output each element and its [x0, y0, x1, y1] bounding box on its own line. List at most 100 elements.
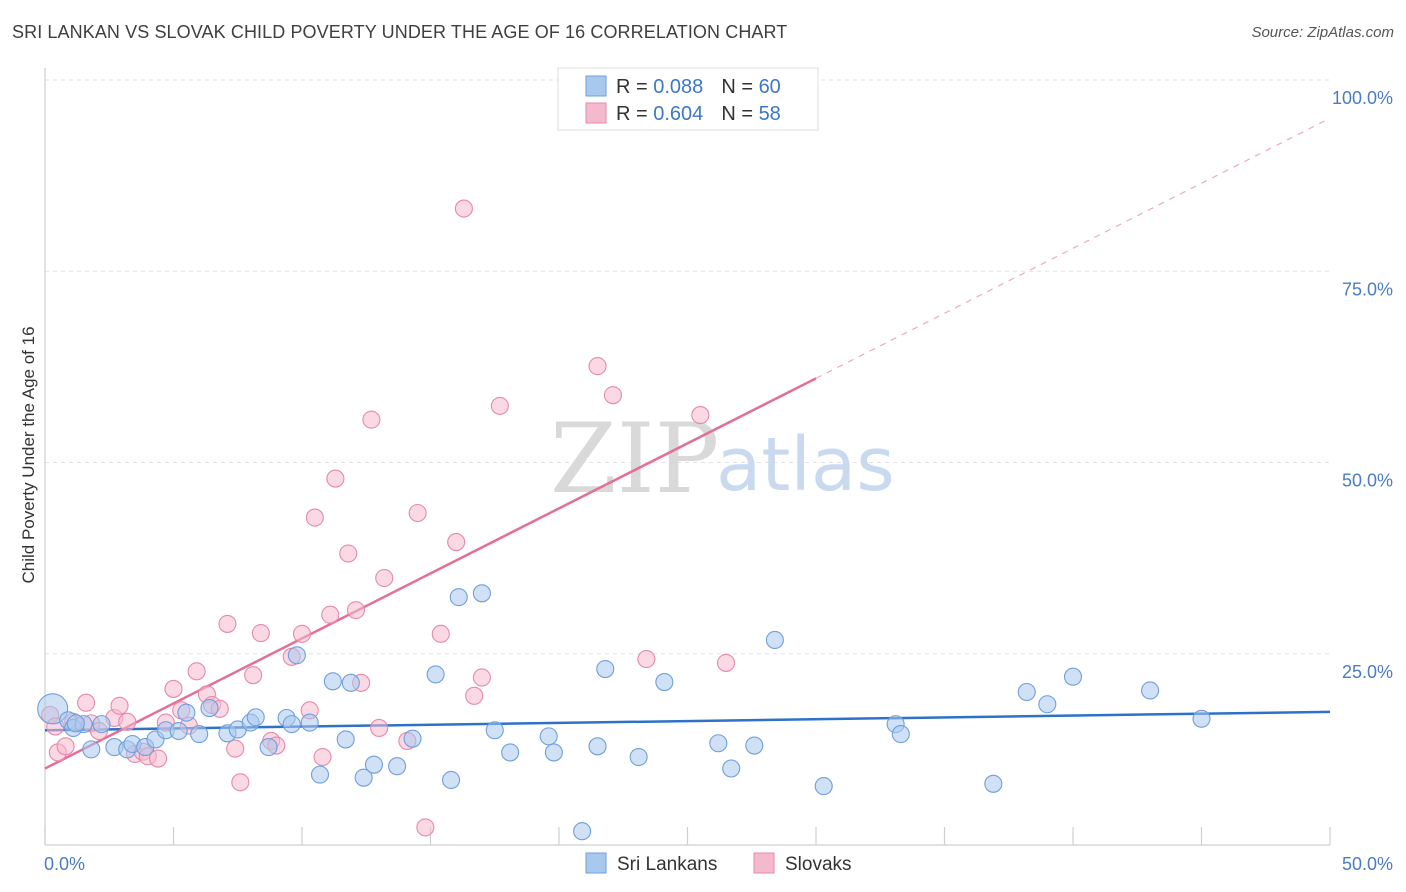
legend-n-label-1: N =	[721, 76, 758, 98]
sri-lankan-point-37	[485, 721, 504, 740]
sri-lankan-point-54	[1017, 682, 1036, 702]
slovak-point-4	[77, 693, 96, 712]
sri-lankan-point-36	[472, 584, 491, 603]
sri-lankan-point-12	[169, 721, 188, 741]
slovak-point-50	[490, 396, 509, 415]
legend-n-value-1: 60	[759, 76, 781, 98]
sri-lankan-point-58	[1192, 709, 1211, 728]
x-tick-labels: 0.0% 50.0%	[44, 854, 1393, 874]
slovak-point-30	[292, 624, 312, 643]
slovak-point-54	[637, 650, 656, 669]
sri-lankan-point-33	[426, 665, 445, 684]
slovak-point-8	[110, 696, 129, 715]
sri-lankan-point-19	[246, 708, 265, 727]
source-label: Source: ZipAtlas.com	[1251, 24, 1394, 41]
bottom-legend-sri-lankans: Sri Lankans	[617, 854, 717, 875]
slovak-point-49	[472, 668, 491, 687]
slovak-point-40	[370, 718, 389, 738]
y-tick-label-0: 25.0%	[1342, 662, 1393, 682]
slovak-point-55	[691, 406, 710, 425]
sri-lankan-point-40	[544, 743, 563, 762]
sri-lankan-point-29	[354, 768, 373, 787]
y-axis-label: Child Poverty Under the Age of 16	[19, 326, 38, 583]
sri-lankan-point-47	[722, 759, 741, 778]
legend-swatch-sri-lankans	[585, 75, 607, 97]
sri-lankan-point-22	[282, 715, 301, 734]
sri-lankan-point-25	[310, 765, 330, 784]
legend-row-1: R = 0.088 N = 60	[616, 76, 781, 98]
y-tick-label-1: 50.0%	[1342, 471, 1393, 491]
legend: R = 0.088 N = 60 R = 0.604 N = 58	[557, 67, 819, 131]
slovak-point-33	[313, 747, 332, 767]
sri-lankan-point-28	[341, 673, 360, 692]
legend-n-value-2: 58	[759, 103, 781, 125]
slovak-point-13	[149, 749, 168, 768]
bottom-legend-swatch-sri-lankans	[585, 852, 607, 874]
sri-lankan-point-42	[588, 737, 607, 756]
sri-lankan-point-30	[364, 755, 384, 774]
slovak-point-53	[603, 386, 623, 405]
data-points	[37, 74, 1211, 841]
watermark-zip: ZIP	[550, 403, 719, 515]
sri-lankan-point-32	[403, 729, 422, 748]
sri-lankan-point-48	[745, 736, 764, 755]
slovak-point-15	[164, 679, 183, 698]
slovak-point-32	[305, 508, 324, 527]
slovak-point-45	[431, 624, 450, 643]
sri-lankan-point-5	[92, 715, 111, 734]
sri-lankan-point-24	[300, 713, 319, 732]
sri-lankan-point-23	[287, 646, 306, 665]
x-tick-label-1: 50.0%	[1342, 854, 1393, 874]
slovak-point-52	[588, 357, 607, 376]
legend-n-label-2: N =	[721, 103, 758, 125]
x-tick-label-0: 0.0%	[44, 854, 85, 874]
slovak-point-18	[187, 662, 206, 681]
slovak-point-23	[226, 739, 245, 758]
legend-r-value-2: 0.604	[653, 103, 703, 125]
slovak-point-44	[416, 818, 435, 837]
sri-lankan-point-55	[1038, 695, 1057, 714]
sri-lankan-point-57	[1141, 681, 1160, 700]
legend-r-value-1: 0.088	[653, 76, 703, 98]
sri-lankan-point-46	[709, 734, 728, 753]
legend-r-label-2: R =	[616, 103, 653, 125]
sri-lankan-point-27	[336, 730, 355, 749]
slovak-point-56	[716, 653, 736, 672]
sri-lankan-point-59	[66, 714, 85, 733]
slovak-point-26	[251, 624, 270, 643]
sri-lankan-point-38	[501, 743, 520, 762]
sri-lankan-point-52	[891, 725, 910, 744]
slovak-trend-extension	[815, 117, 1331, 379]
slovak-point-43	[408, 503, 427, 523]
y-tick-label-3: 100.0%	[1332, 88, 1393, 108]
slovak-point-36	[339, 544, 358, 563]
legend-r-label-1: R =	[616, 76, 653, 98]
sri-lankan-point-53	[984, 774, 1003, 793]
sri-lankan-point-50	[814, 777, 833, 796]
sri-lankan-point-45	[655, 673, 674, 692]
sri-lankan-point-20	[259, 738, 278, 757]
sri-lankan-point-26	[323, 672, 342, 691]
bottom-legend: Sri Lankans Slovaks	[585, 852, 852, 875]
slovak-point-37	[346, 601, 366, 620]
legend-row-2: R = 0.604 N = 58	[616, 103, 781, 125]
sri-lankan-point-43	[596, 659, 615, 679]
sri-lankan-point-39	[539, 727, 558, 746]
y-tick-label-2: 75.0%	[1342, 279, 1393, 299]
watermark: ZIP atlas	[550, 403, 895, 515]
sri-lankan-point-15	[200, 699, 219, 718]
bottom-legend-swatch-slovaks	[753, 852, 775, 874]
slovak-point-39	[362, 410, 381, 429]
sri-lankan-point-4	[82, 740, 101, 759]
bottom-legend-slovaks: Slovaks	[785, 854, 852, 875]
sri-lankan-point-56	[1063, 667, 1083, 686]
slovak-point-22	[218, 614, 237, 633]
slovak-point-41	[375, 568, 394, 588]
sri-lankan-point-44	[629, 747, 648, 767]
slovak-point-47	[454, 199, 473, 218]
sri-lankan-point-49	[765, 630, 784, 650]
y-tick-labels: 25.0% 50.0% 75.0% 100.0%	[1332, 88, 1393, 682]
watermark-atlas: atlas	[716, 422, 895, 508]
slovak-point-24	[231, 773, 250, 792]
